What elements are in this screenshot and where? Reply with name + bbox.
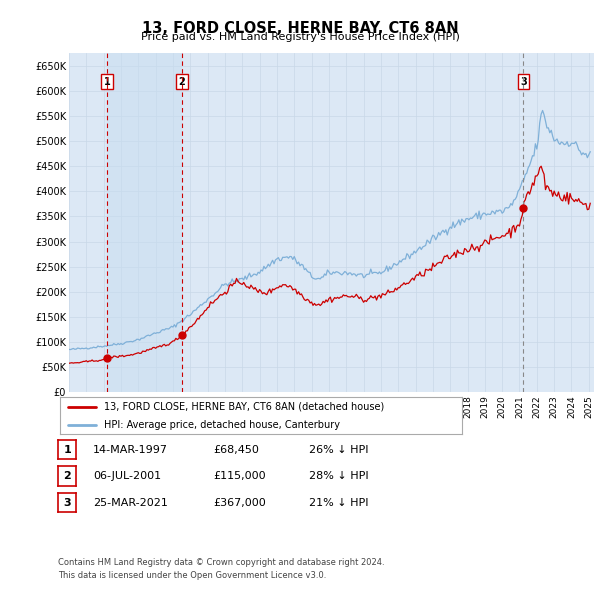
Text: 1: 1 (104, 77, 110, 87)
Text: Contains HM Land Registry data © Crown copyright and database right 2024.: Contains HM Land Registry data © Crown c… (58, 558, 385, 566)
Text: 2: 2 (178, 77, 185, 87)
Text: 14-MAR-1997: 14-MAR-1997 (93, 445, 168, 454)
Text: HPI: Average price, detached house, Canterbury: HPI: Average price, detached house, Cant… (104, 419, 340, 430)
Text: Price paid vs. HM Land Registry's House Price Index (HPI): Price paid vs. HM Land Registry's House … (140, 32, 460, 42)
Text: 13, FORD CLOSE, HERNE BAY, CT6 8AN: 13, FORD CLOSE, HERNE BAY, CT6 8AN (142, 21, 458, 35)
Text: 06-JUL-2001: 06-JUL-2001 (93, 471, 161, 481)
Text: 1: 1 (64, 445, 71, 454)
Text: 3: 3 (520, 77, 527, 87)
Text: 28% ↓ HPI: 28% ↓ HPI (309, 471, 368, 481)
Text: 3: 3 (64, 498, 71, 507)
Text: 2: 2 (64, 471, 71, 481)
Text: £367,000: £367,000 (213, 498, 266, 507)
Bar (107, 53, 182, 392)
Text: 25-MAR-2021: 25-MAR-2021 (93, 498, 168, 507)
Text: 13, FORD CLOSE, HERNE BAY, CT6 8AN (detached house): 13, FORD CLOSE, HERNE BAY, CT6 8AN (deta… (104, 402, 385, 412)
Text: 26% ↓ HPI: 26% ↓ HPI (309, 445, 368, 454)
Text: 21% ↓ HPI: 21% ↓ HPI (309, 498, 368, 507)
Text: £115,000: £115,000 (213, 471, 266, 481)
Text: This data is licensed under the Open Government Licence v3.0.: This data is licensed under the Open Gov… (58, 571, 326, 580)
Text: £68,450: £68,450 (213, 445, 259, 454)
